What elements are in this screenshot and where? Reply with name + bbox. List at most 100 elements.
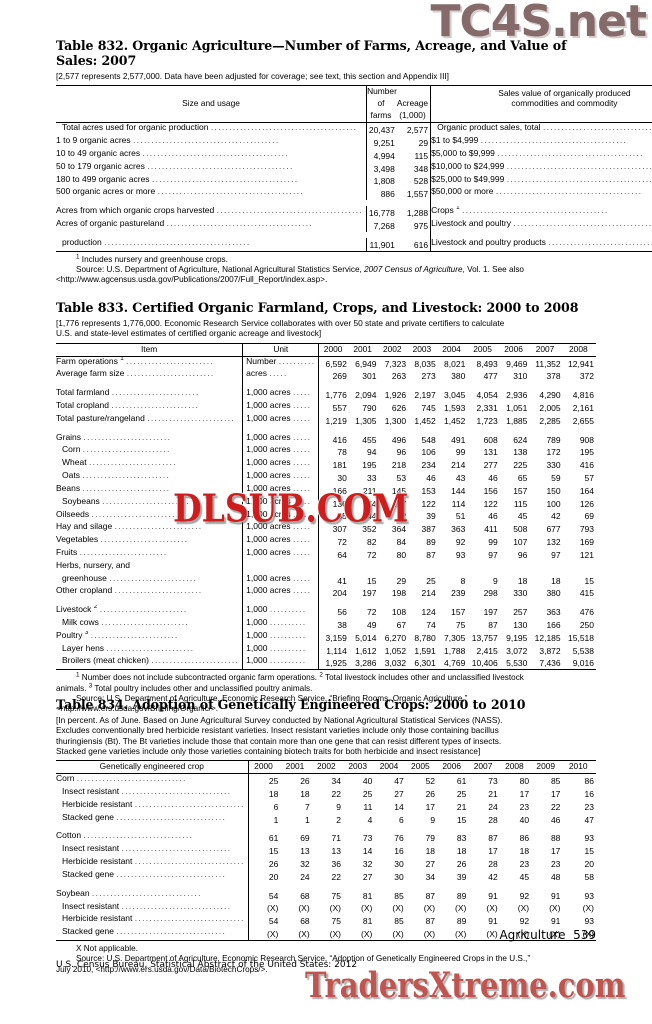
data-cell: 789	[546, 434, 561, 445]
data-cell: 65	[517, 473, 528, 483]
data-cell: 198	[391, 588, 407, 599]
data-cell: 18	[517, 575, 528, 586]
data-cell: 114	[451, 498, 466, 509]
data-cell: 387	[421, 524, 436, 535]
data-cell: 477	[483, 371, 498, 382]
t834-note-x: X Not applicable.	[76, 943, 138, 953]
data-cell: 96	[517, 549, 528, 560]
data-cell: 93	[455, 549, 466, 560]
data-cell: 2000	[318, 342, 349, 357]
data-cell: 132	[546, 537, 561, 548]
data-cell: 18	[551, 575, 561, 586]
data-cell: (X)	[329, 903, 342, 914]
data-cell: 12,941	[562, 355, 596, 370]
row-label-cell: Livestock and poultry products .........…	[430, 237, 652, 252]
data-cell: 69	[300, 833, 310, 844]
data-cell: 496	[391, 434, 407, 445]
data-cell: 115	[414, 150, 429, 161]
data-cell: 2,161	[572, 402, 594, 413]
data-cell	[318, 560, 596, 574]
data-cell: 416	[579, 460, 594, 471]
data-cell: 44	[366, 511, 377, 522]
data-cell: 211	[362, 485, 377, 496]
row-label-cell: Hay and silage ........................	[56, 522, 203, 532]
data-cell: 68	[300, 916, 310, 927]
data-cell: 122	[421, 498, 436, 509]
table-row: Grains ........................ 1,000 acr…	[56, 432, 596, 446]
data-cell: 32	[396, 511, 407, 522]
table-row: Total cropland ........................ 1…	[56, 401, 596, 414]
row-label-cell: Total farmland ........................	[56, 388, 200, 398]
data-cell: 18	[425, 846, 436, 857]
row-label-cell: Oats ........................	[62, 471, 171, 481]
data-cell: 364	[391, 524, 407, 535]
row-label-cell: Wheat ........................	[62, 458, 177, 468]
data-cell: (X)	[247, 927, 281, 941]
data-cell: 36	[331, 858, 342, 869]
data-cell: 3,072	[506, 645, 528, 656]
data-cell: 46	[488, 511, 498, 522]
data-cell: 72	[366, 549, 377, 560]
data-cell: 92	[519, 916, 530, 927]
data-cell: (X)	[392, 903, 404, 914]
data-cell: Acreage	[396, 98, 429, 109]
row-label-cell: Corn ..............................	[56, 773, 249, 787]
data-cell: 131	[483, 447, 498, 458]
page-label: Agriculture 539	[499, 928, 596, 942]
table-row	[56, 231, 652, 238]
data-cell: 1,557	[406, 189, 429, 200]
table-row: Poultry 3 ........................ 1,000 …	[56, 630, 596, 644]
data-cell	[318, 382, 596, 389]
row-label-cell: Stacked gene ...........................…	[62, 812, 227, 822]
table-834-block: Table 834. Adoption of Genetically Engin…	[56, 697, 596, 975]
data-cell: 126	[579, 498, 594, 509]
row-label-cell: Insect resistant .......................…	[62, 901, 232, 911]
table-row: 500 organic acres or more ..............…	[56, 187, 652, 201]
data-cell: 626	[391, 402, 407, 413]
data-cell: 61	[437, 773, 469, 787]
data-cell: 3,872	[539, 645, 561, 656]
row-label-cell: Acres of organic pastureland ...........…	[56, 218, 314, 228]
table-row: Farm operations 1 ......................…	[56, 355, 596, 370]
row-label-cell: 1,000 acres .....	[242, 432, 319, 446]
data-cell: (X)	[499, 927, 532, 941]
data-cell: (X)	[562, 927, 596, 941]
table-832-footnotes: 1 Includes nursery and greenhouse crops.…	[56, 253, 596, 286]
data-cell: 273	[421, 371, 436, 382]
table-row: Cotton .............................. 61 6…	[56, 831, 596, 845]
data-cell	[318, 426, 596, 433]
data-cell: 1,051	[506, 402, 528, 413]
data-cell: 2,005	[539, 402, 561, 413]
data-cell: 1,926	[384, 390, 407, 401]
data-cell: Unit	[242, 342, 319, 357]
table-row: Size and usage Number Sales value of organ…	[56, 85, 652, 123]
data-cell: 80	[396, 549, 407, 560]
row-label-cell: $5,000 to $9,999 .......................…	[430, 148, 652, 162]
data-cell: 239	[451, 588, 466, 599]
data-cell: 127	[391, 498, 407, 509]
data-cell: 93	[584, 833, 594, 844]
data-cell: 93	[584, 916, 594, 927]
data-cell: 20	[584, 858, 594, 869]
data-cell: 2002	[311, 760, 344, 774]
table-row: Milk cows ........................ 1,000 …	[56, 618, 596, 631]
data-cell: 115	[513, 498, 528, 509]
data-cell: 23	[550, 858, 561, 869]
row-label-cell: Insect resistant .......................…	[62, 787, 232, 796]
data-cell: 3,032	[378, 656, 409, 671]
data-cell: (X)	[531, 927, 563, 941]
data-cell	[430, 98, 431, 110]
data-cell: 87	[426, 549, 436, 560]
table-row	[56, 882, 596, 889]
data-cell: 9,195	[506, 632, 528, 643]
data-cell: 33	[366, 473, 377, 483]
row-label-cell: 180 to 499 organic acres ...............…	[56, 174, 299, 184]
data-cell: Genetically engineered crop	[56, 760, 249, 774]
data-cell: 372	[579, 371, 594, 382]
data-cell: (X)	[361, 903, 373, 914]
data-cell: 25	[456, 788, 467, 799]
data-cell: 86	[519, 833, 530, 844]
table-834-headnote: [In percent. As of June. Based on June A…	[56, 715, 503, 756]
data-cell: (X)	[374, 927, 406, 941]
